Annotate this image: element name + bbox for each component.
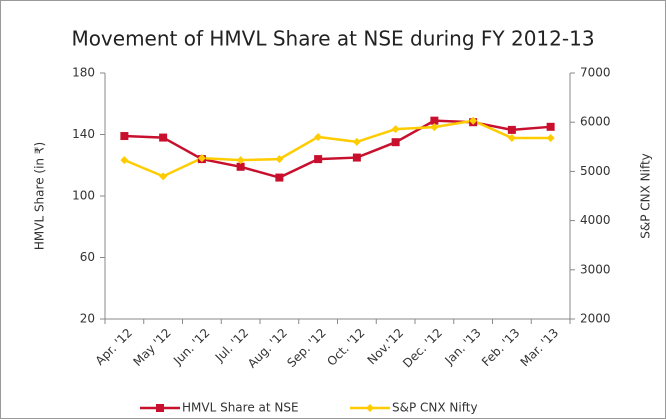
- point: [314, 132, 323, 141]
- chart-title: Movement of HMVL Share at NSE during FY …: [71, 27, 594, 51]
- point: [352, 153, 361, 162]
- point: [120, 132, 129, 141]
- y2-tick-label: 6000: [580, 115, 611, 129]
- point: [275, 173, 284, 182]
- legend-label: S&P CNX Nifty: [392, 401, 478, 415]
- point: [352, 137, 361, 146]
- point: [430, 116, 439, 125]
- point: [314, 155, 323, 164]
- y-tick-label: 180: [72, 66, 95, 80]
- y2-tick-label: 4000: [580, 213, 611, 227]
- point: [546, 122, 555, 131]
- point: [391, 138, 400, 147]
- point: [236, 156, 245, 165]
- point: [469, 116, 478, 125]
- y2-tick-label: 2000: [580, 312, 611, 326]
- y-axis-label: HMVL Share (in ₹): [33, 142, 47, 250]
- point: [120, 156, 129, 165]
- legend-label: HMVL Share at NSE: [182, 401, 299, 415]
- point: [236, 162, 245, 171]
- point: [546, 133, 555, 142]
- y-tick-label: 60: [80, 250, 95, 264]
- legend-marker: [366, 404, 374, 412]
- y2-tick-label: 5000: [580, 164, 611, 178]
- point: [430, 123, 439, 132]
- y2-axis-label: S&P CNX Nifty: [639, 153, 653, 239]
- y2-tick-label: 7000: [580, 66, 611, 80]
- point: [197, 154, 206, 163]
- point: [507, 133, 516, 142]
- point: [275, 155, 284, 164]
- point: [159, 172, 168, 181]
- y-tick-label: 140: [72, 127, 95, 141]
- point: [159, 133, 168, 142]
- y2-tick-label: 3000: [580, 262, 611, 276]
- legend-marker: [156, 404, 164, 412]
- point: [391, 125, 400, 134]
- y-tick-label: 100: [72, 189, 95, 203]
- series-line: [123, 119, 551, 178]
- y-tick-label: 20: [80, 312, 95, 326]
- point: [507, 125, 516, 134]
